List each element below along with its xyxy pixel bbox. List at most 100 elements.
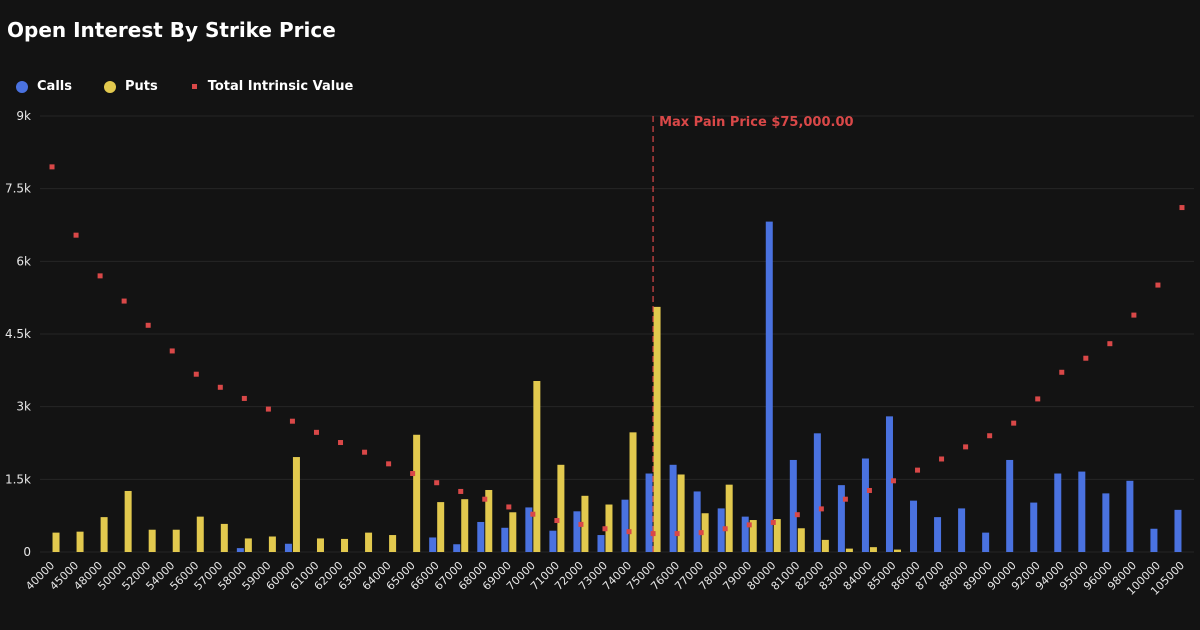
- intrinsic-point: [73, 232, 79, 238]
- puts-bar: [316, 538, 324, 552]
- intrinsic-legend-marker: [191, 84, 197, 89]
- calls-bar: [597, 535, 605, 552]
- legend-item-calls[interactable]: Calls: [16, 79, 72, 94]
- puts-bar: [725, 484, 733, 552]
- intrinsic-point: [362, 449, 368, 455]
- calls-bar: [1006, 459, 1014, 552]
- y-tick-label: 7.5k: [5, 182, 31, 196]
- puts-bar: [773, 519, 781, 552]
- puts-bar: [220, 523, 228, 552]
- calls-bar: [525, 507, 533, 552]
- intrinsic-point: [530, 511, 536, 517]
- puts-bar: [653, 306, 661, 552]
- intrinsic-point: [1035, 396, 1041, 402]
- calls-bar: [645, 473, 653, 552]
- puts-bar: [268, 536, 276, 552]
- intrinsic-point: [313, 429, 319, 435]
- calls-bar: [693, 491, 701, 552]
- calls-bar: [453, 544, 461, 552]
- intrinsic-point: [169, 348, 175, 354]
- calls-bar: [813, 433, 821, 552]
- calls-bar: [1030, 502, 1038, 552]
- puts-bar: [581, 495, 589, 552]
- puts-bar: [629, 432, 637, 552]
- y-tick-label: 1.5k: [5, 472, 31, 486]
- intrinsic-point: [1179, 205, 1185, 211]
- calls-bar: [1102, 493, 1110, 552]
- calls-bar: [621, 499, 629, 552]
- intrinsic-point: [241, 395, 247, 401]
- intrinsic-point: [1107, 341, 1113, 347]
- intrinsic-point: [506, 504, 512, 510]
- calls-bar: [549, 530, 557, 552]
- puts-bar: [797, 528, 805, 552]
- intrinsic-point: [1059, 369, 1065, 375]
- puts-bar: [869, 547, 877, 552]
- legend-item-puts[interactable]: Puts: [103, 79, 158, 94]
- intrinsic-point: [770, 519, 776, 525]
- puts-bar: [461, 499, 469, 552]
- chart-title: Open Interest By Strike Price: [7, 18, 336, 42]
- intrinsic-point: [434, 480, 440, 486]
- intrinsic-point: [1131, 312, 1137, 318]
- intrinsic-point: [650, 531, 656, 537]
- puts-bar: [701, 513, 709, 552]
- intrinsic-point: [1155, 282, 1161, 288]
- puts-bar: [292, 457, 300, 552]
- legend-item-intrinsic[interactable]: Total Intrinsic Value: [190, 79, 354, 94]
- puts-bar: [365, 532, 373, 552]
- intrinsic-point: [217, 384, 223, 390]
- y-tick-label: 0: [23, 545, 31, 559]
- puts-legend-marker: [103, 80, 116, 93]
- legend-calls-label: Calls: [37, 79, 72, 94]
- calls-bar: [717, 508, 725, 552]
- intrinsic-point: [49, 164, 55, 170]
- intrinsic-point: [866, 487, 872, 493]
- intrinsic-point: [338, 440, 344, 446]
- intrinsic-point: [578, 521, 584, 527]
- puts-bar: [533, 380, 541, 552]
- intrinsic-point: [746, 522, 752, 528]
- y-tick-label: 4.5k: [5, 327, 31, 341]
- puts-bar: [677, 474, 685, 552]
- intrinsic-point: [722, 526, 728, 532]
- intrinsic-point: [289, 418, 295, 424]
- calls-bar: [1126, 480, 1134, 552]
- intrinsic-point: [602, 526, 608, 532]
- calls-bar: [477, 521, 485, 552]
- intrinsic-point: [818, 506, 824, 512]
- calls-bar: [1150, 528, 1158, 552]
- calls-bar: [284, 543, 292, 552]
- legend-puts-label: Puts: [124, 79, 158, 94]
- puts-bar: [52, 532, 60, 552]
- intrinsic-point: [458, 488, 464, 494]
- intrinsic-point: [915, 467, 921, 473]
- y-tick-label: 9k: [16, 109, 31, 123]
- intrinsic-point: [987, 433, 993, 439]
- intrinsic-point: [842, 496, 848, 502]
- puts-bar: [557, 464, 565, 552]
- calls-bar: [573, 511, 581, 552]
- calls-bar: [236, 548, 244, 552]
- chart-legend: Calls Puts Total Intrinsic Value: [16, 79, 385, 94]
- intrinsic-point: [145, 322, 151, 328]
- legend-intrinsic-label: Total Intrinsic Value: [207, 79, 354, 94]
- calls-bar: [1078, 471, 1086, 552]
- puts-bar: [821, 539, 829, 552]
- puts-bar: [244, 538, 252, 552]
- max-pain-label: Max Pain Price $75,000.00: [659, 115, 854, 130]
- puts-bar: [845, 548, 853, 552]
- intrinsic-point: [794, 512, 800, 518]
- intrinsic-point: [265, 406, 271, 412]
- puts-bar: [124, 490, 132, 552]
- calls-legend-marker: [16, 80, 28, 93]
- puts-bar: [196, 516, 204, 552]
- intrinsic-point: [963, 444, 969, 450]
- intrinsic-point: [674, 531, 680, 537]
- intrinsic-point: [890, 478, 896, 484]
- intrinsic-point: [626, 529, 632, 535]
- puts-bar: [893, 549, 901, 552]
- puts-bar: [413, 434, 421, 552]
- intrinsic-point: [939, 456, 945, 462]
